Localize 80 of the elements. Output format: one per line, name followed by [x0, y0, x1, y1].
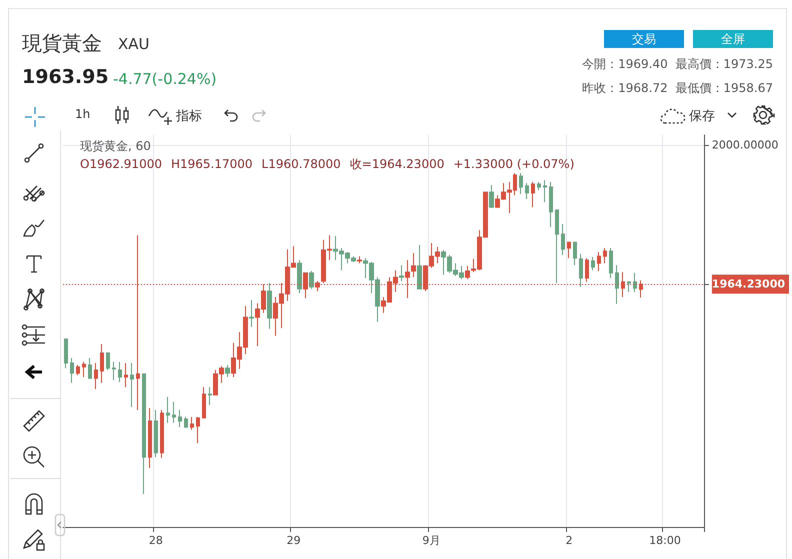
y-tick-label: 1964.23000 [712, 278, 786, 291]
annotation: O1962.91000 [80, 157, 162, 171]
text: 昨收：1968.72 [582, 81, 668, 95]
x-tick-label: 18:00 [649, 534, 681, 547]
candlestick [591, 256, 595, 271]
candlestick [399, 264, 404, 282]
candlestick [615, 264, 619, 304]
candlestick [267, 282, 272, 330]
candlestick [309, 270, 314, 290]
candlestick [411, 252, 416, 278]
candlestick [543, 180, 547, 203]
candlestick [172, 401, 176, 424]
candlestick [88, 358, 92, 380]
annotation: +1.33000 (+0.07%) [453, 157, 574, 171]
text: 全屏 [693, 30, 773, 48]
text: -4.77(-0.24%) [113, 70, 217, 88]
candlestick [417, 244, 422, 290]
text: 保存 [689, 108, 715, 125]
text: 1963.95 [22, 66, 109, 88]
candlestick [567, 242, 571, 259]
annotation: 收=1964.23000 [350, 157, 444, 171]
candlestick [519, 172, 523, 195]
candlestick [106, 352, 110, 371]
x-tick-label: 28 [148, 534, 163, 547]
candlestick [130, 362, 134, 408]
candlestick [225, 364, 230, 378]
candlestick [357, 256, 362, 264]
chart-subtitle: XAU [118, 35, 150, 53]
candlestick [609, 248, 613, 278]
text: 指标 [176, 108, 202, 125]
candlestick [555, 209, 559, 284]
text: 最低價：1958.67 [675, 81, 773, 95]
candlestick [579, 253, 583, 288]
candlestick [549, 182, 553, 228]
text: 最高價：1973.25 [675, 57, 773, 71]
candlestick [118, 361, 122, 383]
candlestick [190, 416, 194, 430]
candlestick [142, 373, 146, 494]
candlestick [573, 242, 577, 266]
candlestick [100, 344, 104, 384]
annotation: H1965.17000 [170, 157, 253, 171]
text: 交易 [604, 30, 684, 48]
candlestick [249, 300, 254, 328]
candlestick [112, 361, 116, 381]
candlestick [465, 265, 470, 280]
candlestick [82, 361, 86, 378]
annotation: 现货黄金, 60 [80, 138, 151, 155]
candlestick [184, 416, 188, 428]
candlestick [64, 338, 68, 369]
candlestick [202, 386, 206, 418]
candlestick [537, 182, 541, 191]
candlestick [525, 182, 529, 200]
candlestick [124, 362, 128, 388]
candlestick [531, 182, 535, 208]
candlestick [603, 248, 607, 264]
candlestick [160, 410, 164, 458]
x-tick-label: 29 [286, 534, 301, 547]
chart-title: 現貨黃金 [22, 30, 102, 57]
candlestick [489, 184, 494, 209]
candlestick [166, 396, 170, 424]
candlestick [297, 260, 302, 294]
text: 1h [75, 107, 90, 121]
candlestick [597, 251, 601, 272]
candlestick [196, 416, 200, 444]
candlestick [585, 258, 589, 282]
candlestick [561, 223, 565, 256]
candlestick [76, 364, 80, 376]
candlestick [94, 362, 98, 390]
candlestick [208, 386, 212, 406]
candlestick [70, 358, 74, 384]
annotation: L1960.78000 [262, 157, 341, 171]
x-tick-label: 2 [566, 534, 573, 547]
candlestick [627, 281, 631, 292]
x-tick-label: 9月 [422, 534, 440, 547]
candlestick [154, 410, 158, 458]
y-tick-label: 2000.00000 [712, 138, 778, 152]
text: 今開：1969.40 [582, 57, 668, 71]
candlestick [178, 410, 182, 428]
candlestick [633, 272, 637, 292]
candlestick [148, 408, 152, 468]
